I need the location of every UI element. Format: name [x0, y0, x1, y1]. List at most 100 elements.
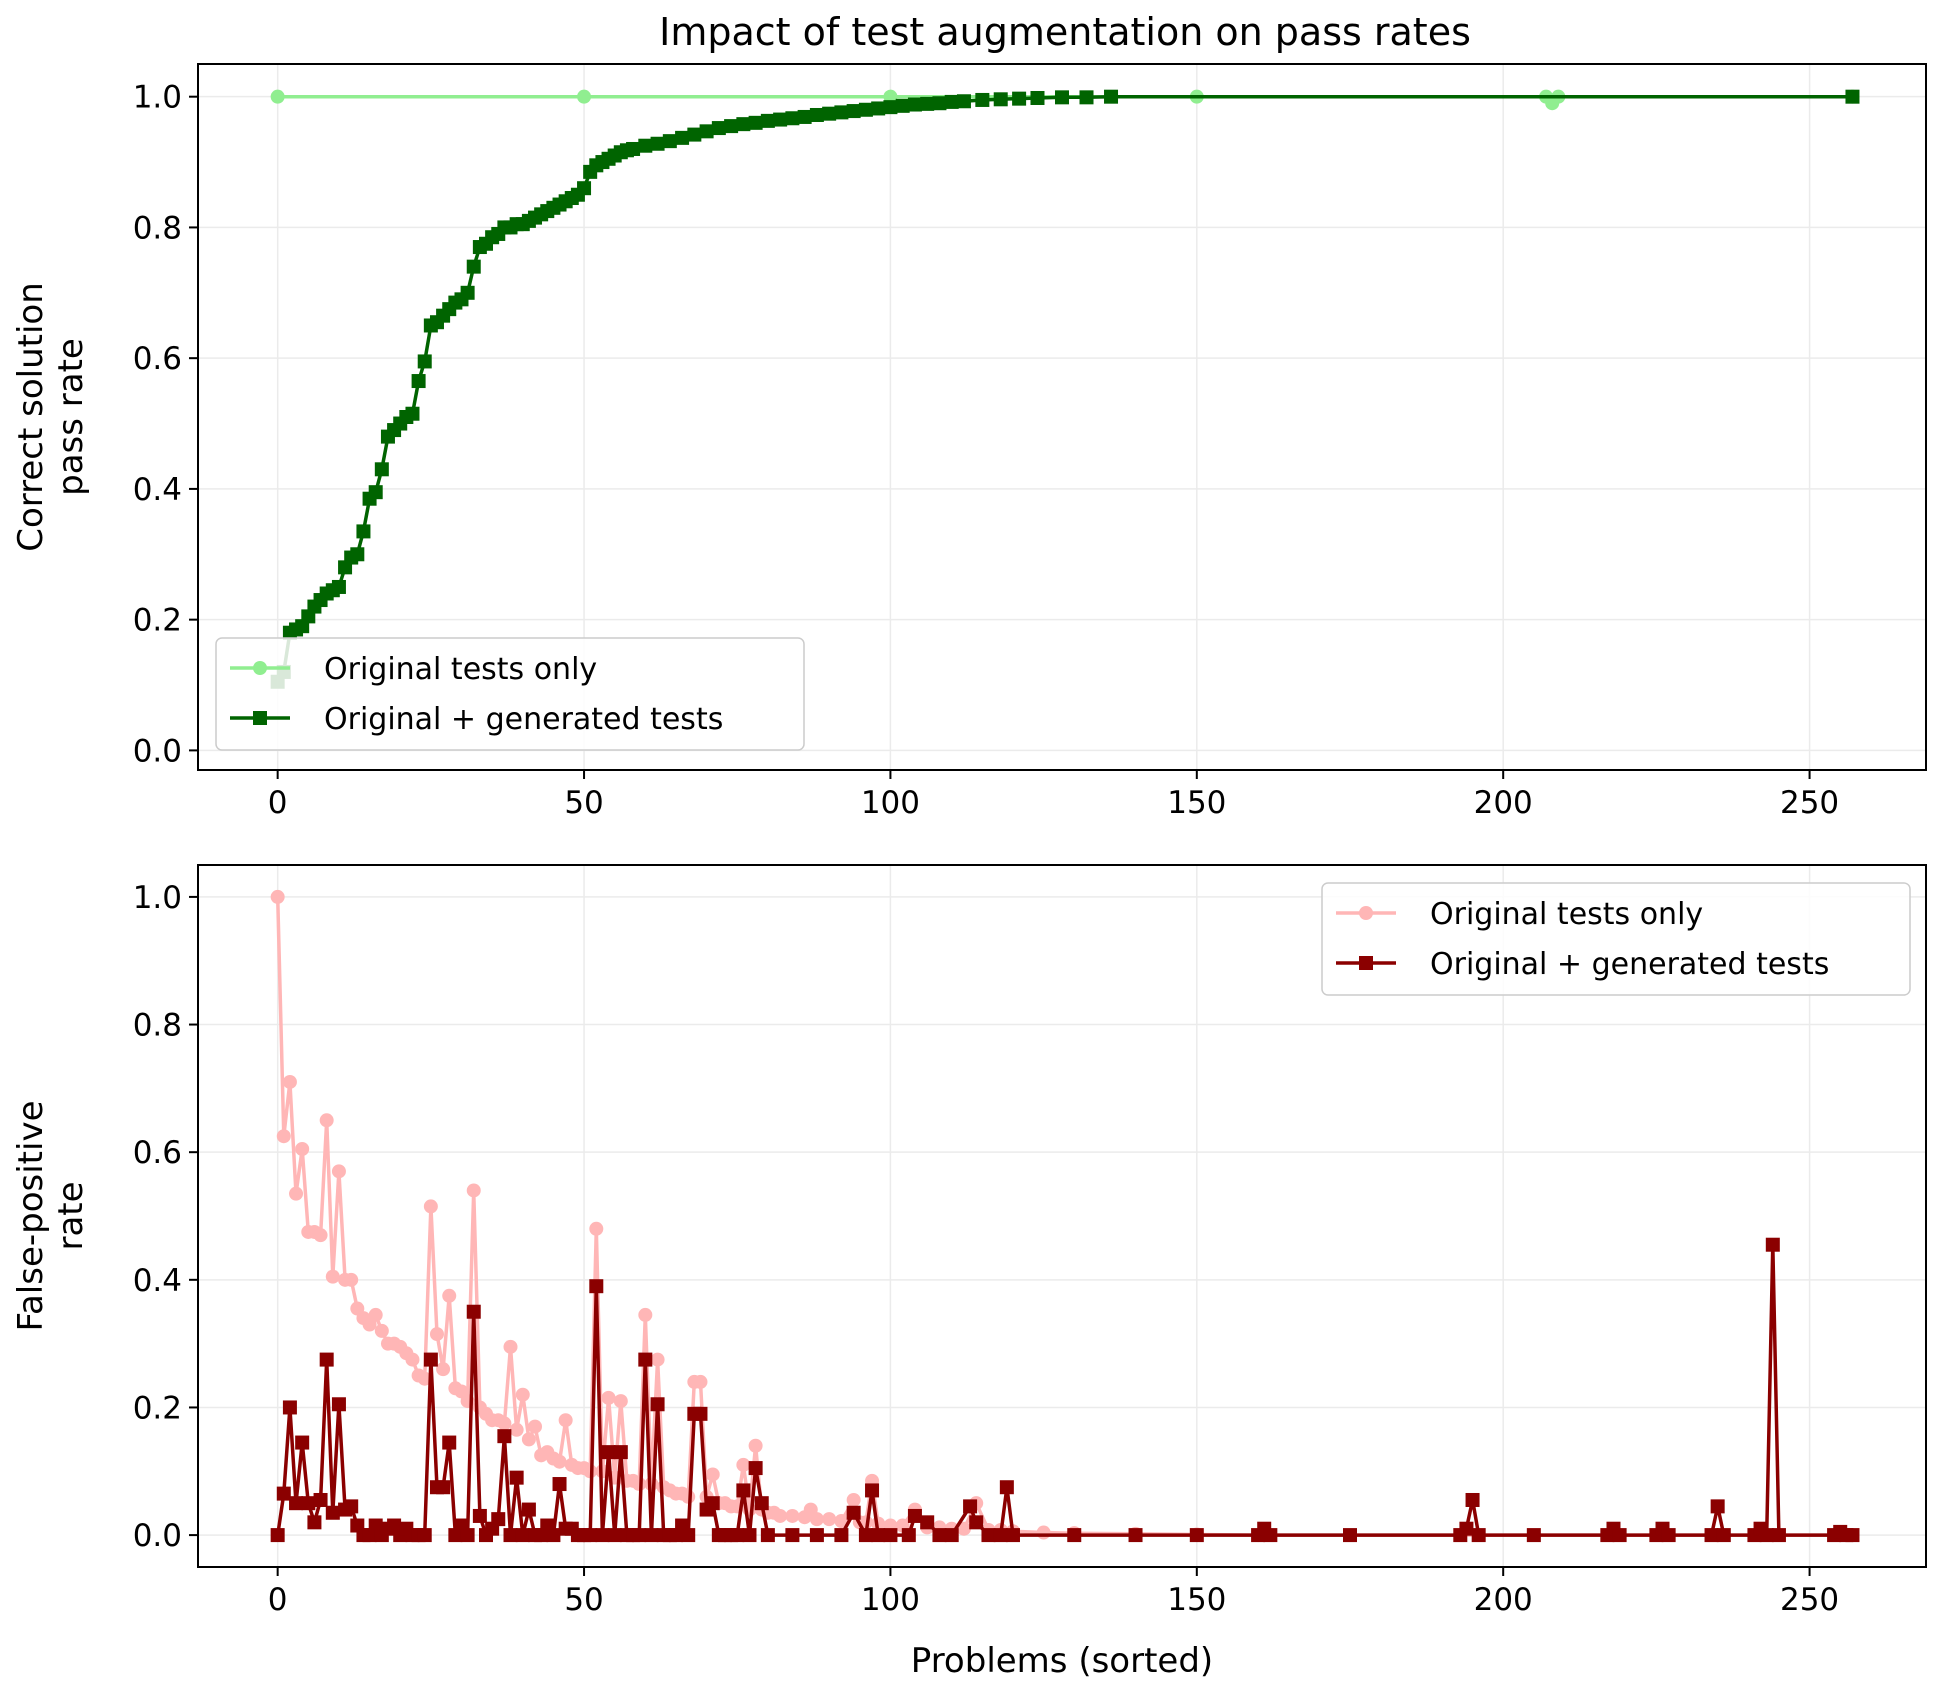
data-point — [319, 1113, 334, 1128]
data-point — [307, 1515, 322, 1530]
data-point — [491, 1512, 506, 1527]
top-x-ticks: 0 50 100 150 200 250 — [268, 770, 1839, 821]
data-point — [313, 1228, 328, 1243]
x-tick-label: 200 — [1474, 785, 1533, 821]
data-point — [1765, 1237, 1780, 1252]
data-point — [583, 1528, 598, 1543]
data-point — [577, 181, 592, 196]
data-point — [429, 1327, 444, 1342]
data-point — [724, 119, 739, 134]
data-point — [969, 1515, 984, 1530]
data-point — [423, 1199, 438, 1214]
data-point — [773, 112, 788, 127]
data-point — [442, 1435, 457, 1450]
data-point — [944, 94, 959, 109]
data-point — [785, 111, 800, 126]
data-point — [871, 101, 886, 116]
data-point — [374, 462, 389, 477]
bottom-x-ticks: 0 50 100 150 200 250 — [268, 1567, 1839, 1618]
data-point — [436, 1362, 451, 1377]
data-point — [472, 1508, 487, 1523]
data-point — [883, 100, 898, 115]
top-panel: 0 50 100 150 200 250 0.0 0.2 0.4 0.6 0.8 1.0 Correct… — [11, 63, 1927, 821]
data-point — [368, 485, 383, 500]
data-point — [993, 1528, 1008, 1543]
legend-label: Original + generated tests — [1430, 947, 1829, 982]
data-point — [521, 1432, 536, 1447]
data-point — [289, 1496, 304, 1511]
chart-title: Impact of test augmentation on pass rate… — [659, 10, 1471, 54]
data-point — [1055, 90, 1069, 105]
y-tick-label: 0.8 — [133, 210, 182, 246]
data-point — [1771, 1528, 1786, 1543]
data-point — [1716, 1528, 1731, 1543]
data-point — [1710, 1499, 1725, 1514]
data-point — [809, 1528, 824, 1543]
bottom-axes-frame — [197, 864, 1927, 1568]
data-point — [270, 889, 285, 904]
bottom-x-axis-label: Problems (sorted) — [911, 1641, 1213, 1681]
legend-marker — [1359, 956, 1373, 970]
data-point — [662, 134, 677, 149]
bottom-panel: 0 50 100 150 200 250 0.0 0.2 0.4 0.6 0.8 1.0 False-p… — [11, 864, 1927, 1681]
data-point — [748, 115, 763, 130]
y-tick-label: 0.8 — [133, 1008, 182, 1044]
y-tick-label: 0.6 — [133, 1135, 182, 1171]
data-point — [956, 94, 971, 109]
y-axis-label-line: False-positive — [11, 1101, 51, 1332]
data-point — [601, 1445, 616, 1460]
y-axis-label-line: rate — [51, 1181, 91, 1250]
data-point — [270, 1528, 285, 1543]
data-point — [754, 1496, 769, 1511]
top-y-ticks: 0.0 0.2 0.4 0.6 0.8 1.0 — [133, 80, 198, 769]
data-point — [1704, 1528, 1719, 1543]
data-point — [981, 1528, 996, 1543]
y-tick-label: 0.6 — [133, 341, 182, 377]
data-point — [460, 1528, 475, 1543]
data-point — [638, 1307, 653, 1322]
y-tick-label: 0.2 — [133, 603, 182, 639]
data-point — [993, 92, 1008, 107]
top-series-augmented — [270, 89, 1860, 689]
data-point — [460, 285, 475, 300]
data-point — [497, 1416, 512, 1431]
legend-label: Original tests only — [324, 652, 597, 687]
data-point — [295, 1435, 310, 1450]
bottom-series-group — [270, 889, 1860, 1543]
data-point — [736, 1457, 751, 1472]
data-point — [417, 1528, 432, 1543]
data-point — [442, 1288, 457, 1303]
legend-item: Original + generated tests — [1336, 947, 1829, 982]
data-point — [405, 406, 420, 421]
legend-item: Original tests only — [1336, 897, 1703, 932]
top-series-group — [270, 89, 1860, 689]
data-point — [626, 141, 641, 156]
data-point — [313, 1492, 328, 1507]
data-point — [521, 1502, 536, 1517]
x-tick-label: 250 — [1780, 1582, 1839, 1618]
data-point — [895, 98, 910, 113]
data-point — [1759, 1528, 1774, 1543]
data-point — [331, 1164, 346, 1179]
data-point — [760, 1528, 775, 1543]
data-point — [613, 1445, 628, 1460]
data-point — [834, 1514, 849, 1529]
legend-item: Original tests only — [230, 652, 597, 687]
data-point — [552, 1477, 567, 1492]
top-grid — [198, 64, 1926, 770]
legend-frame — [1321, 882, 1911, 996]
data-point — [417, 354, 432, 369]
data-point — [858, 1528, 873, 1543]
data-point — [503, 1339, 518, 1354]
top-axes-frame — [197, 63, 1927, 771]
data-point — [748, 1461, 763, 1476]
bottom-y-axis-label: False-positiverate — [11, 1101, 91, 1332]
data-point — [276, 1129, 291, 1144]
data-point — [1845, 89, 1860, 104]
legend-item: Original + generated tests — [230, 702, 723, 737]
data-point — [650, 1397, 665, 1412]
data-point — [466, 259, 481, 274]
data-point — [711, 121, 726, 136]
data-point — [963, 1499, 978, 1514]
data-point — [901, 1528, 916, 1543]
